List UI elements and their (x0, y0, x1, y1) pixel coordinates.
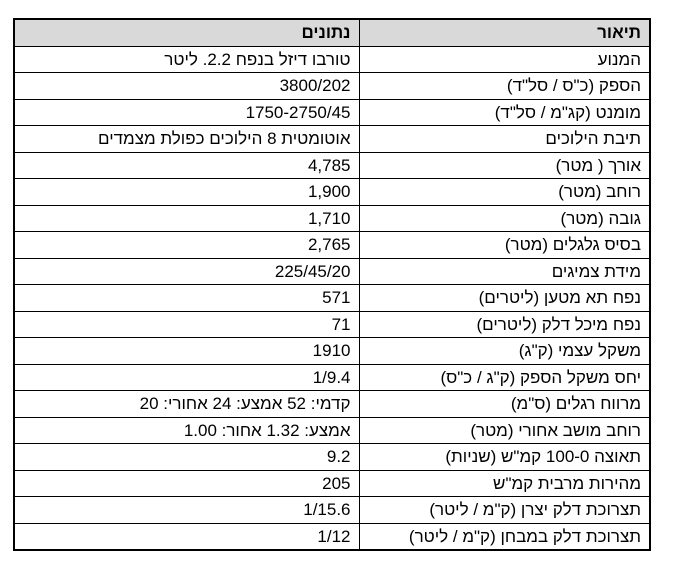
table-row: תצרוכת דלק במבחן (ק"מ / ליטר) 1/12 (13, 522, 651, 551)
description-cell: מידת צמיגים (358, 257, 651, 285)
value-cell: קדמי: 52 אמצע: 24 אחורי: 20 (13, 390, 360, 418)
description-cell: רוחב מושב אחורי (מטר) (358, 416, 651, 444)
value-cell: אוטומטית 8 הילוכים כפולת מצמדים (13, 125, 360, 153)
value-cell: 9.2 (13, 443, 360, 471)
table-row: מהירות מרבית קמ"ש 205 (13, 469, 651, 497)
description-cell: אורך ( מטר) (358, 151, 651, 179)
value-cell: 1/15.6 (13, 496, 360, 524)
value-cell: 1910 (13, 337, 360, 365)
description-cell: מומנט (קג"מ / סל"ד) (358, 98, 651, 126)
description-cell: נפח תא מטען (ליטרים) (358, 284, 651, 312)
spec-table: תיאור נתונים המנוע טורבו דיזל בנפח 2.2. ל… (13, 18, 651, 551)
description-cell: תצרוכת דלק יצרן (ק"מ / ליטר) (358, 496, 651, 524)
table-row: תצרוכת דלק יצרן (ק"מ / ליטר) 1/15.6 (13, 496, 651, 524)
value-cell: אמצע: 1.32 אחור: 1.00 (13, 416, 360, 444)
table-row: רוחב מושב אחורי (מטר) אמצע: 1.32 אחור: 1.… (13, 416, 651, 444)
header-row: תיאור נתונים (13, 18, 651, 47)
table-row: נפח תא מטען (ליטרים) 571 (13, 284, 651, 312)
table-row: בסיס גלגלים (מטר) 2,765 (13, 231, 651, 259)
value-cell: 571 (13, 284, 360, 312)
table-row: מידת צמיגים 225/45/20 (13, 257, 651, 285)
table-row: יחס משקל הספק (ק"ג / כ"ס) 1/9.4 (13, 363, 651, 391)
value-cell: 2,765 (13, 231, 360, 259)
table-row: נפח מיכל דלק (ליטרים) 71 (13, 310, 651, 338)
description-cell: רוחב (מטר) (358, 178, 651, 206)
value-cell: 205 (13, 469, 360, 497)
value-cell: 1,900 (13, 178, 360, 206)
table-row: גובה (מטר) 1,710 (13, 204, 651, 232)
description-cell: יחס משקל הספק (ק"ג / כ"ס) (358, 363, 651, 391)
description-cell: משקל עצמי (ק"ג) (358, 337, 651, 365)
header-cell: נתונים (13, 18, 360, 47)
table-row: המנוע טורבו דיזל בנפח 2.2. ליטר (13, 45, 651, 73)
value-cell: 4,785 (13, 151, 360, 179)
table-row: אורך ( מטר) 4,785 (13, 151, 651, 179)
description-cell: נפח מיכל דלק (ליטרים) (358, 310, 651, 338)
table-row: הספק (כ"ס / סל"ד) 3800/202 (13, 72, 651, 100)
value-cell: 1750-2750/45 (13, 98, 360, 126)
description-cell: המנוע (358, 45, 651, 73)
description-cell: תיבת הילוכים (358, 125, 651, 153)
table-row: משקל עצמי (ק"ג) 1910 (13, 337, 651, 365)
table-row: תאוצה 100-0 קמ"ש (שניות) 9.2 (13, 443, 651, 471)
description-cell: מרווח רגלים (ס"מ) (358, 390, 651, 418)
value-cell: טורבו דיזל בנפח 2.2. ליטר (13, 45, 360, 73)
description-cell: בסיס גלגלים (מטר) (358, 231, 651, 259)
value-cell: 225/45/20 (13, 257, 360, 285)
description-cell: מהירות מרבית קמ"ש (358, 469, 651, 497)
description-cell: תאוצה 100-0 קמ"ש (שניות) (358, 443, 651, 471)
table-row: מומנט (קג"מ / סל"ד) 1750-2750/45 (13, 98, 651, 126)
value-cell: 71 (13, 310, 360, 338)
header-cell: תיאור (358, 18, 651, 47)
description-cell: תצרוכת דלק במבחן (ק"מ / ליטר) (358, 522, 651, 551)
value-cell: 1/12 (13, 522, 360, 551)
description-cell: גובה (מטר) (358, 204, 651, 232)
table-row: מרווח רגלים (ס"מ) קדמי: 52 אמצע: 24 אחורי… (13, 390, 651, 418)
value-cell: 1,710 (13, 204, 360, 232)
description-cell: הספק (כ"ס / סל"ד) (358, 72, 651, 100)
table-row: רוחב (מטר) 1,900 (13, 178, 651, 206)
value-cell: 3800/202 (13, 72, 360, 100)
value-cell: 1/9.4 (13, 363, 360, 391)
table-row: תיבת הילוכים אוטומטית 8 הילוכים כפולת מצמ… (13, 125, 651, 153)
